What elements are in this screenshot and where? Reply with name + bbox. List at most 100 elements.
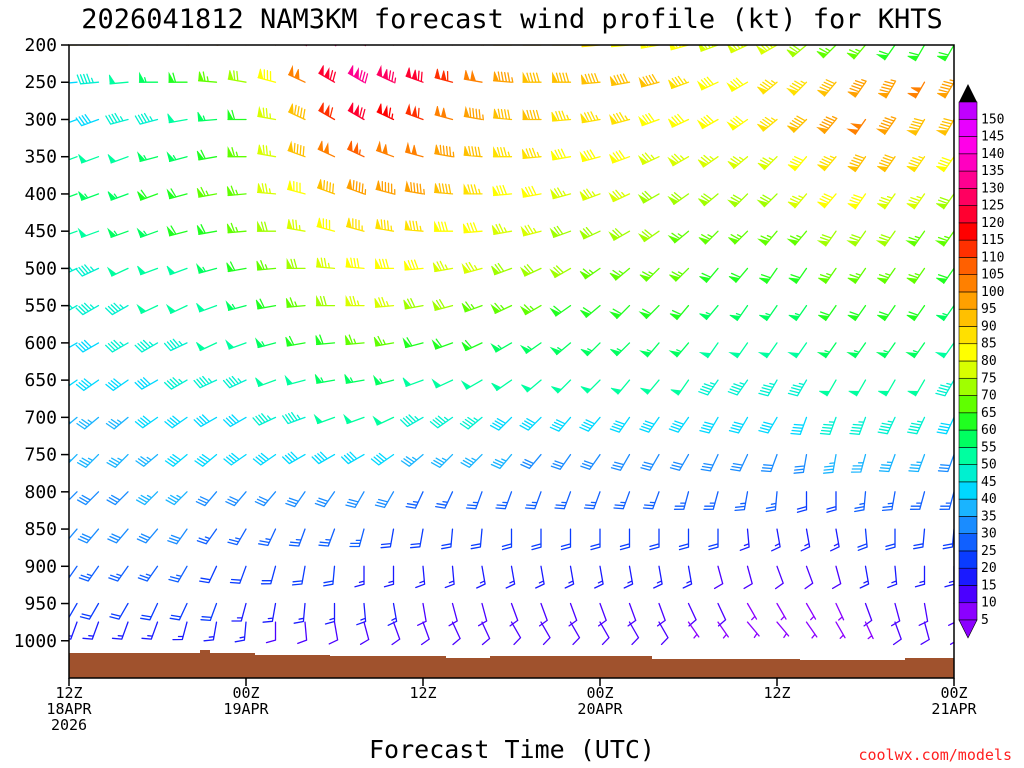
wind-barb-shaft <box>698 379 719 396</box>
colorbar-swatch <box>958 481 978 500</box>
wind-barb <box>77 528 100 544</box>
wind-barb-pennant <box>315 335 323 345</box>
wind-barb-pennant <box>549 227 560 238</box>
wind-barb-pennant <box>225 339 235 350</box>
wind-barb-shaft <box>75 302 100 316</box>
wind-barb <box>474 45 484 46</box>
wind-barb-shaft <box>579 416 601 432</box>
wind-barb-shaft <box>78 565 100 582</box>
wind-barb-shaft <box>552 148 572 161</box>
wind-barb <box>105 416 129 430</box>
wind-barb-shaft <box>203 621 218 642</box>
wind-barb-shaft <box>859 565 870 589</box>
colorbar-swatch <box>958 136 978 155</box>
wind-barb-pennant <box>609 76 618 86</box>
wind-barb-pennant <box>432 262 441 272</box>
wind-barb <box>460 379 483 390</box>
wind-barb <box>760 453 778 473</box>
wind-barb <box>226 222 247 234</box>
wind-barb <box>920 621 930 645</box>
wind-barb <box>613 491 631 510</box>
wind-barb-pennant <box>637 154 648 165</box>
wind-barb-pennant <box>817 89 829 97</box>
wind-barb-pennant <box>196 302 206 313</box>
wind-barb-shaft <box>223 452 247 466</box>
colorbar-label: 85 <box>981 337 997 352</box>
wind-barb <box>918 602 929 626</box>
wind-barb-shaft <box>75 378 100 392</box>
wind-barb <box>109 45 129 46</box>
wind-barb-shaft <box>759 79 778 95</box>
wind-barb-shaft <box>374 296 395 308</box>
wind-barb-shaft <box>805 602 817 621</box>
wind-barb-shaft <box>109 45 129 46</box>
colorbar-label: 115 <box>981 233 1004 248</box>
wind-barb-pennant <box>580 386 592 394</box>
wind-barb <box>166 151 188 163</box>
wind-barb <box>197 111 218 122</box>
wind-barb <box>580 379 601 394</box>
wind-barb <box>431 378 454 389</box>
wind-barb-pennant <box>344 374 352 384</box>
wind-barb <box>609 304 631 320</box>
wind-barb-pennant <box>284 374 294 386</box>
wind-barb-pennant <box>431 339 442 350</box>
wind-barb <box>846 45 867 60</box>
wind-barb-pennant <box>256 260 264 271</box>
wind-barb <box>627 602 637 627</box>
wind-barb-pennant <box>78 191 88 201</box>
wind-barb <box>550 187 572 200</box>
wind-barb-shaft <box>163 338 188 352</box>
wind-barb-shaft <box>759 116 778 132</box>
wind-barb-shaft <box>863 602 873 627</box>
wind-barb-pennant <box>343 413 353 425</box>
colorbar-swatch <box>958 188 978 206</box>
wind-barb-pennant <box>493 146 500 158</box>
colorbar-swatch <box>958 377 978 396</box>
wind-barb <box>510 621 522 646</box>
credit-link[interactable]: coolwx.com/models <box>858 746 1012 764</box>
wind-barb-shaft <box>878 154 896 173</box>
wind-barb-shaft <box>375 180 396 195</box>
wind-barb-pennant <box>817 164 829 172</box>
wind-barb-shaft <box>463 145 483 158</box>
wind-barb-shaft <box>345 218 365 232</box>
wind-barb-shaft <box>293 602 306 624</box>
wind-barb-shaft <box>522 224 542 237</box>
wind-barb-shaft <box>444 565 455 589</box>
wind-barb-shaft <box>323 565 336 587</box>
wind-barb-shaft <box>730 156 749 169</box>
wind-barb <box>489 416 513 431</box>
wind-barb-shaft <box>787 379 808 397</box>
wind-barb-shaft <box>612 189 631 203</box>
wind-barb <box>492 146 513 158</box>
wind-barb-shaft <box>297 621 308 645</box>
wind-barb-shaft <box>774 565 784 590</box>
wind-barb-shaft <box>913 528 926 550</box>
wind-barb-pennant <box>107 191 117 201</box>
wind-barb-shaft <box>831 565 842 590</box>
wind-barb <box>284 374 306 386</box>
colorbar-swatch <box>958 222 978 241</box>
wind-barb-pennant <box>788 314 800 321</box>
wind-barb-pennant <box>877 203 889 210</box>
wind-barb-shaft <box>434 144 455 158</box>
wind-barb <box>610 342 631 357</box>
wind-barb <box>463 145 483 158</box>
wind-barb <box>226 261 247 273</box>
wind-barb <box>580 111 601 124</box>
wind-barb-shaft <box>404 181 425 195</box>
wind-barb-pennant <box>847 314 859 321</box>
wind-barb-pennant <box>257 183 264 194</box>
wind-barb-pennant <box>376 64 389 81</box>
wind-barb-shaft <box>69 528 78 540</box>
wind-barb-shaft <box>551 45 572 46</box>
wind-barb-pennant <box>431 378 442 389</box>
wind-barb <box>638 112 660 127</box>
wind-barb-pennant <box>549 268 560 278</box>
wind-barb <box>137 565 159 582</box>
wind-barb <box>786 45 808 58</box>
wind-barb-shaft <box>415 565 426 589</box>
plot-frame <box>68 44 955 679</box>
wind-barb-pennant <box>226 186 234 196</box>
